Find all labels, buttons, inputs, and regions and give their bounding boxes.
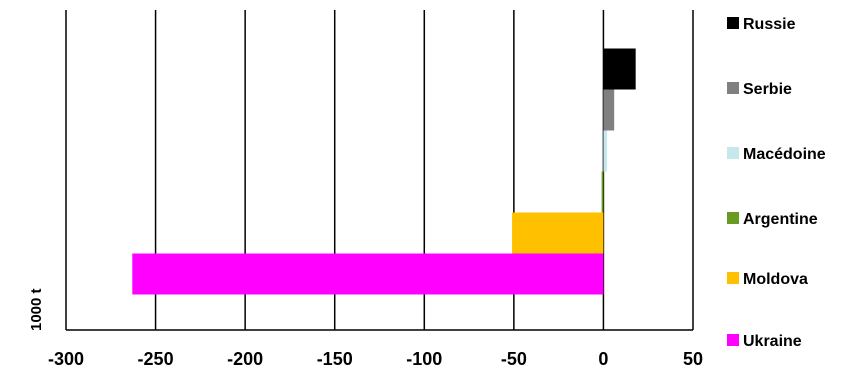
bar-russie xyxy=(603,48,636,90)
x-tick-label: 0 xyxy=(598,349,608,369)
bar-argentine xyxy=(601,171,604,213)
bar-ukraine xyxy=(132,253,604,295)
bars xyxy=(132,48,636,295)
legend-label: Argentine xyxy=(743,211,818,228)
bar-moldova xyxy=(512,212,604,254)
x-tick-label: -100 xyxy=(406,349,442,369)
x-tick-label: -300 xyxy=(48,349,84,369)
legend-swatch xyxy=(727,17,739,29)
legend-swatch xyxy=(727,272,739,284)
x-tick-labels: -300 -250 -200 -150 -100 -50 0 50 xyxy=(48,349,703,369)
legend: Russie Serbie Macédoine Argentine Moldova Ukr… xyxy=(727,16,826,350)
x-tick-label: -250 xyxy=(138,349,174,369)
legend-swatch xyxy=(727,82,739,94)
x-tick-label: -150 xyxy=(317,349,353,369)
axes xyxy=(65,10,693,331)
bar-mac-doine xyxy=(603,130,608,172)
legend-label: Macédoine xyxy=(743,146,826,163)
legend-swatch xyxy=(727,147,739,159)
bar-serbie xyxy=(603,89,615,131)
legend-swatch xyxy=(727,334,739,346)
legend-label: Russie xyxy=(743,16,796,33)
x-tick-label: -200 xyxy=(227,349,263,369)
legend-label: Serbie xyxy=(743,81,792,98)
legend-label: Moldova xyxy=(743,271,808,288)
x-tick-label: -50 xyxy=(501,349,527,369)
legend-swatch xyxy=(727,212,739,224)
y-axis-label: 1000 t xyxy=(28,288,45,331)
legend-label: Ukraine xyxy=(743,333,802,350)
x-tick-label: 50 xyxy=(683,349,703,369)
